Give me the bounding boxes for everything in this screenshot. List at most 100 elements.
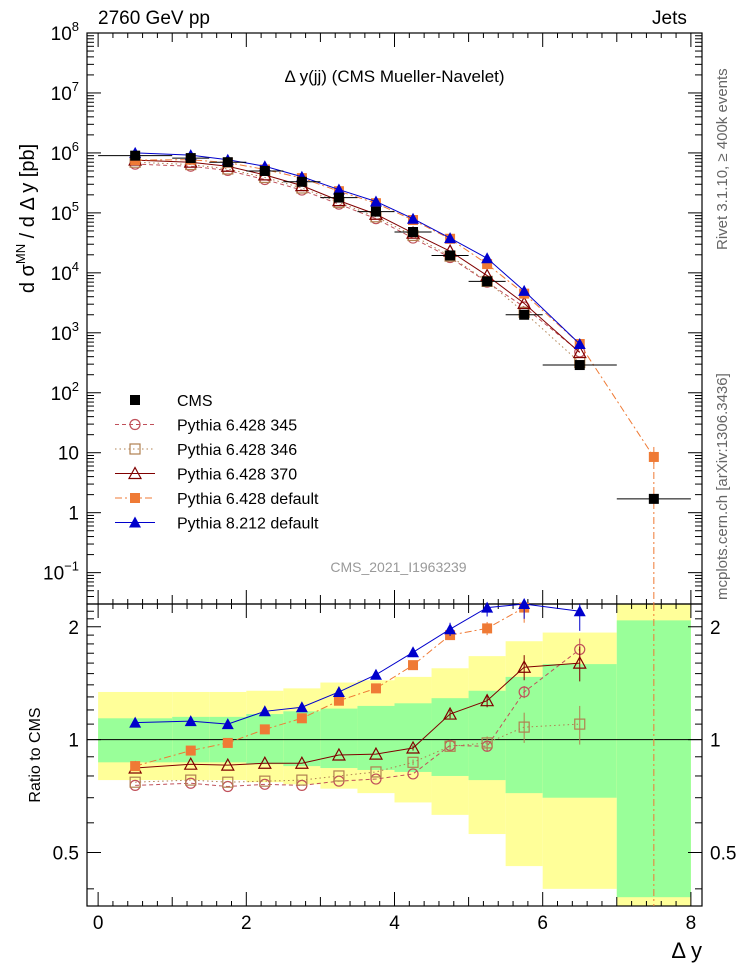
series-point-ratio bbox=[574, 718, 586, 730]
series-point-main bbox=[481, 252, 494, 264]
series-point-ratio bbox=[481, 601, 494, 613]
chart-title: Δ y(jj) (CMS Mueller-Navelet) bbox=[284, 67, 504, 86]
legend-label: Pythia 6.428 346 bbox=[177, 442, 297, 459]
series-point-ratio bbox=[407, 646, 420, 658]
series-point-main bbox=[407, 212, 420, 224]
legend-label: Pythia 6.428 default bbox=[177, 491, 319, 508]
legend-marker bbox=[129, 418, 141, 431]
series-point-ratio bbox=[130, 761, 141, 772]
series-point-main bbox=[332, 183, 345, 195]
cms-point bbox=[130, 150, 141, 161]
legend-marker bbox=[127, 466, 143, 480]
series-line-main bbox=[135, 159, 655, 458]
series-point-ratio bbox=[370, 766, 382, 778]
band-inner bbox=[320, 708, 358, 769]
series-point-ratio bbox=[369, 668, 382, 680]
y-tick-label: 10−1 bbox=[43, 559, 79, 585]
x-tick-label: 0 bbox=[93, 913, 104, 934]
analysis-id: CMS_2021_I1963239 bbox=[330, 559, 466, 575]
cms-point bbox=[408, 226, 419, 237]
series-point-ratio bbox=[518, 598, 531, 609]
series-point-ratio bbox=[296, 713, 307, 724]
cms-point bbox=[222, 157, 233, 168]
header-left: 2760 GeV pp bbox=[98, 8, 210, 29]
series-point-ratio bbox=[221, 718, 234, 730]
series-point-ratio bbox=[408, 660, 419, 671]
series-line-ratio bbox=[135, 603, 580, 725]
y-tick-label: 106 bbox=[51, 139, 79, 165]
series-point-ratio bbox=[296, 774, 308, 786]
cms-point bbox=[259, 165, 270, 176]
band-inner bbox=[246, 714, 284, 765]
series-point-main bbox=[369, 195, 382, 207]
series-line-ratio bbox=[135, 662, 580, 769]
series-point-ratio bbox=[443, 706, 458, 720]
legend-label: Pythia 6.428 370 bbox=[177, 467, 297, 484]
series-point-ratio bbox=[222, 776, 234, 788]
y-tick-label: 1 bbox=[68, 504, 79, 525]
series-point-ratio bbox=[370, 773, 382, 785]
series-point-main bbox=[572, 345, 587, 359]
series-point-ratio bbox=[259, 724, 270, 735]
ratio-tick-label: 1 bbox=[710, 731, 721, 752]
x-tick-label: 8 bbox=[686, 913, 697, 934]
series-point-ratio bbox=[184, 715, 197, 727]
cms-point bbox=[648, 493, 659, 504]
x-tick-label: 6 bbox=[537, 913, 548, 934]
legend-marker bbox=[130, 395, 140, 405]
series-point-main bbox=[518, 284, 531, 296]
series-point-ratio bbox=[183, 756, 198, 770]
series-point-ratio bbox=[294, 755, 309, 769]
legend-marker bbox=[129, 443, 141, 455]
series-line-ratio bbox=[135, 649, 581, 787]
series-line-ratio bbox=[135, 723, 580, 783]
series-point-ratio bbox=[333, 695, 344, 706]
series-line-main bbox=[135, 152, 581, 345]
cms-point bbox=[185, 153, 196, 164]
series-line-main bbox=[135, 163, 581, 353]
ratio-tick-label: 2 bbox=[68, 618, 79, 639]
series-point-ratio bbox=[480, 693, 495, 707]
cms-point bbox=[519, 309, 530, 320]
y-tick-label: 107 bbox=[51, 79, 79, 105]
series-point-ratio bbox=[407, 756, 419, 768]
ratio-tick-label: 2 bbox=[710, 618, 721, 639]
y-tick-label: 105 bbox=[51, 199, 79, 225]
y-tick-label: 104 bbox=[51, 259, 79, 285]
cms-point bbox=[370, 206, 381, 217]
series-point-ratio bbox=[444, 740, 456, 752]
series-point-ratio bbox=[185, 774, 197, 786]
x-tick-label: 2 bbox=[241, 913, 252, 934]
legend-marker bbox=[129, 516, 141, 528]
series-point-ratio bbox=[518, 721, 530, 733]
series-point-ratio bbox=[295, 701, 308, 713]
y-tick-label: 102 bbox=[51, 379, 79, 405]
series-point-ratio bbox=[368, 746, 383, 760]
series-point-ratio bbox=[370, 683, 381, 694]
series-line-main bbox=[135, 159, 581, 353]
series-point-ratio bbox=[258, 705, 271, 717]
legend-label: Pythia 8.212 default bbox=[177, 516, 319, 533]
y-axis-label: d σMN / d Δ y [pb] bbox=[13, 144, 39, 293]
ratio-tick-label: 0.5 bbox=[53, 844, 79, 865]
legend-label: CMS bbox=[177, 393, 213, 410]
series-point-ratio bbox=[406, 740, 421, 754]
legend-label: Pythia 6.428 345 bbox=[177, 418, 297, 435]
x-tick-label: 4 bbox=[389, 913, 400, 934]
series-point-ratio bbox=[517, 659, 532, 673]
series-point-ratio bbox=[573, 605, 586, 617]
series-point-main bbox=[482, 259, 493, 270]
series-point-main bbox=[517, 296, 532, 309]
cms-point bbox=[296, 176, 307, 187]
ratio-axis-label: Ratio to CMS bbox=[27, 707, 44, 802]
series-point-ratio bbox=[257, 755, 272, 769]
cms-point bbox=[333, 192, 344, 203]
cms-point bbox=[445, 250, 456, 261]
series-point-ratio bbox=[518, 686, 530, 698]
y-tick-label: 10 bbox=[58, 444, 79, 465]
series-point-ratio bbox=[259, 775, 271, 787]
series-point-ratio bbox=[185, 745, 196, 756]
series-point-ratio bbox=[444, 623, 457, 635]
series-point-ratio bbox=[129, 716, 142, 728]
